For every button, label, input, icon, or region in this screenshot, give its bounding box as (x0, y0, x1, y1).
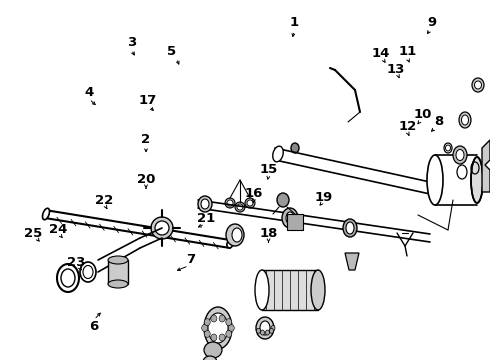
Ellipse shape (228, 324, 234, 332)
Ellipse shape (266, 330, 270, 335)
Text: 22: 22 (95, 194, 113, 207)
Ellipse shape (204, 307, 232, 349)
Ellipse shape (282, 208, 298, 228)
Ellipse shape (237, 204, 243, 210)
Bar (108, 260, 128, 284)
Polygon shape (482, 140, 490, 192)
Ellipse shape (260, 321, 270, 335)
Ellipse shape (225, 198, 235, 208)
Ellipse shape (343, 219, 357, 237)
Ellipse shape (226, 330, 232, 337)
Text: 9: 9 (428, 16, 437, 29)
Text: 25: 25 (24, 227, 43, 240)
Ellipse shape (203, 356, 217, 360)
Text: 19: 19 (314, 191, 333, 204)
Ellipse shape (462, 115, 468, 125)
Ellipse shape (219, 315, 225, 322)
Text: 21: 21 (196, 212, 215, 225)
Ellipse shape (291, 143, 299, 153)
Text: 17: 17 (139, 94, 157, 107)
Ellipse shape (235, 202, 245, 212)
Ellipse shape (245, 198, 255, 208)
Text: 18: 18 (259, 227, 278, 240)
Ellipse shape (427, 155, 443, 205)
Ellipse shape (201, 199, 209, 209)
Ellipse shape (108, 280, 128, 288)
Ellipse shape (456, 149, 464, 161)
Ellipse shape (211, 334, 217, 341)
Ellipse shape (211, 315, 217, 322)
Text: 5: 5 (167, 45, 176, 58)
Ellipse shape (108, 256, 128, 264)
Ellipse shape (471, 157, 483, 203)
Text: 10: 10 (413, 108, 432, 121)
Ellipse shape (204, 330, 210, 337)
Text: 12: 12 (398, 120, 417, 133)
Ellipse shape (261, 330, 265, 335)
Text: 4: 4 (85, 86, 94, 99)
Ellipse shape (277, 193, 289, 207)
Ellipse shape (226, 224, 244, 246)
Text: 11: 11 (398, 45, 417, 58)
Ellipse shape (204, 342, 222, 358)
Ellipse shape (198, 196, 212, 212)
Text: 6: 6 (90, 320, 98, 333)
Ellipse shape (474, 81, 482, 89)
Ellipse shape (271, 325, 275, 330)
Ellipse shape (232, 228, 242, 242)
Ellipse shape (247, 200, 253, 206)
Text: 3: 3 (127, 36, 136, 49)
Ellipse shape (459, 112, 471, 128)
Text: 20: 20 (137, 173, 155, 186)
Text: 14: 14 (372, 47, 391, 60)
Text: 8: 8 (434, 115, 443, 128)
Ellipse shape (472, 78, 484, 92)
Text: 2: 2 (142, 133, 150, 146)
Text: 15: 15 (259, 163, 278, 176)
Ellipse shape (151, 217, 173, 239)
Text: 16: 16 (245, 187, 263, 200)
Ellipse shape (155, 221, 169, 235)
Ellipse shape (227, 240, 233, 248)
Text: 13: 13 (387, 63, 405, 76)
Ellipse shape (286, 212, 294, 224)
Ellipse shape (227, 200, 233, 206)
Ellipse shape (311, 270, 325, 310)
Ellipse shape (453, 146, 467, 164)
Ellipse shape (255, 270, 269, 310)
Ellipse shape (219, 334, 225, 341)
Ellipse shape (43, 208, 49, 220)
Ellipse shape (204, 319, 210, 326)
Ellipse shape (208, 313, 228, 343)
Ellipse shape (270, 328, 273, 333)
Ellipse shape (226, 319, 232, 326)
Ellipse shape (257, 328, 261, 333)
Text: 1: 1 (290, 16, 298, 29)
Text: 23: 23 (67, 256, 85, 269)
Ellipse shape (273, 146, 283, 162)
Bar (262, 270, 318, 310)
Polygon shape (345, 253, 359, 270)
Ellipse shape (346, 222, 354, 234)
Text: 7: 7 (187, 253, 196, 266)
Polygon shape (287, 214, 303, 230)
Ellipse shape (256, 317, 274, 339)
Ellipse shape (202, 324, 208, 332)
Text: 24: 24 (49, 223, 67, 236)
